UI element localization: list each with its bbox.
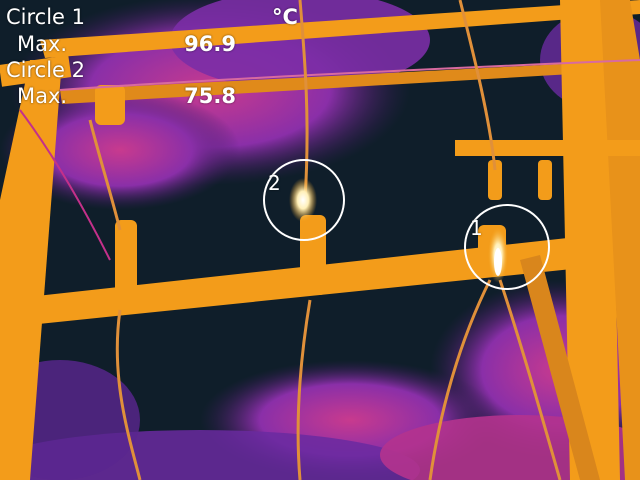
hot-spots: [289, 178, 508, 283]
marker-label-2: 2: [268, 171, 281, 195]
circle-2-value: 75.8: [184, 84, 236, 108]
measurement-circle-2[interactable]: [263, 159, 345, 241]
marker-label-1: 1: [470, 216, 483, 240]
temperature-unit: °C: [272, 5, 298, 29]
circle-1-label: Circle 1: [6, 5, 86, 29]
power-lines: [19, 0, 640, 480]
measurement-circle-1[interactable]: [464, 204, 550, 290]
circle-2-label: Circle 2: [6, 58, 86, 82]
circle-1-stat: Max.: [17, 32, 68, 56]
circle-2-stat: Max.: [17, 84, 68, 108]
circle-1-value: 96.9: [184, 32, 236, 56]
